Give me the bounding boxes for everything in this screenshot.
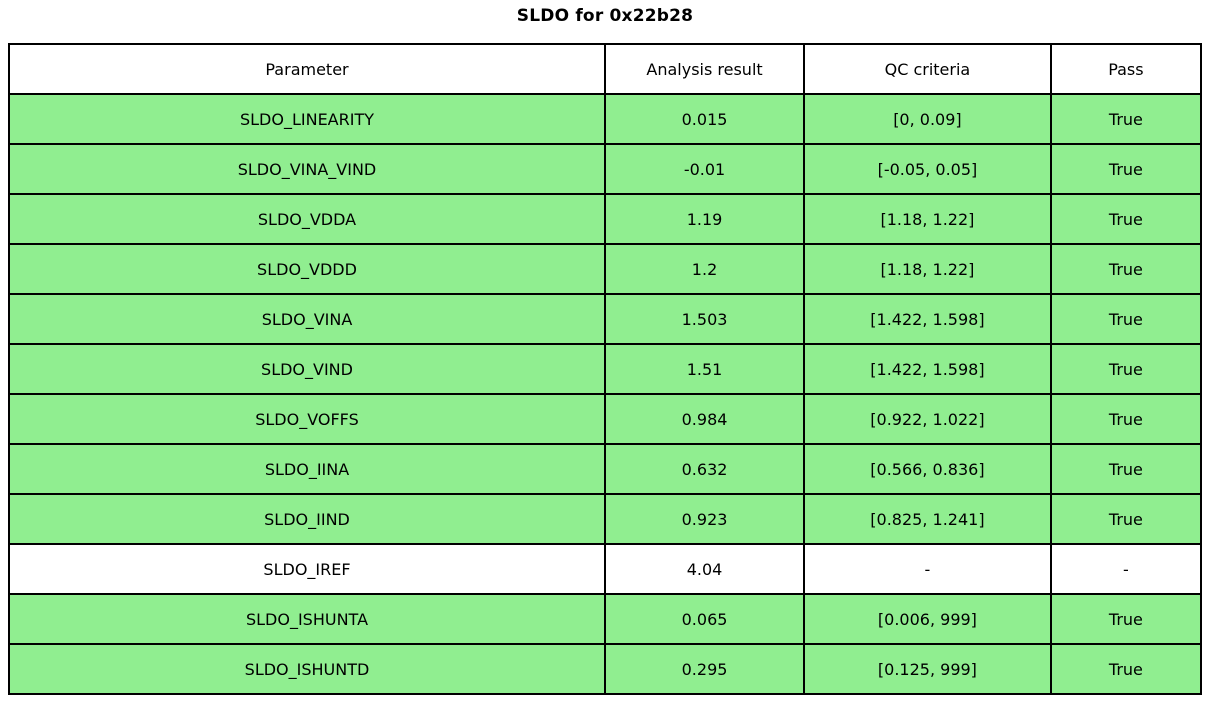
cell-criteria: [0.922, 1.022] (803, 393, 1052, 445)
cell-parameter: SLDO_ISHUNTA (8, 593, 606, 645)
cell-criteria: [0.825, 1.241] (803, 493, 1052, 545)
cell-result: 1.503 (603, 293, 806, 345)
cell-parameter: SLDO_IINA (8, 443, 606, 495)
column-header-analysis-result: Analysis result (603, 43, 806, 95)
table-row: SLDO_LINEARITY 0.015 [0, 0.09] True (8, 93, 1203, 145)
cell-parameter: SLDO_IREF (8, 543, 606, 595)
cell-criteria: [-0.05, 0.05] (803, 143, 1052, 195)
table-row: SLDO_VOFFS 0.984 [0.922, 1.022] True (8, 393, 1203, 445)
table-row: SLDO_ISHUNTA 0.065 [0.006, 999] True (8, 593, 1203, 645)
cell-pass: True (1049, 93, 1203, 145)
cell-parameter: SLDO_VIND (8, 343, 606, 395)
cell-parameter: SLDO_VDDD (8, 243, 606, 295)
column-header-pass: Pass (1049, 43, 1203, 95)
cell-result: 4.04 (603, 543, 806, 595)
cell-pass: True (1049, 243, 1203, 295)
cell-pass: - (1049, 543, 1203, 595)
table-row: SLDO_VDDD 1.2 [1.18, 1.22] True (8, 243, 1203, 295)
cell-parameter: SLDO_VOFFS (8, 393, 606, 445)
cell-criteria: [0.006, 999] (803, 593, 1052, 645)
cell-criteria: [1.422, 1.598] (803, 293, 1052, 345)
cell-result: 0.295 (603, 643, 806, 695)
cell-parameter: SLDO_IIND (8, 493, 606, 545)
cell-result: 0.015 (603, 93, 806, 145)
cell-criteria: [0.125, 999] (803, 643, 1052, 695)
cell-pass: True (1049, 343, 1203, 395)
cell-result: 0.065 (603, 593, 806, 645)
cell-parameter: SLDO_ISHUNTD (8, 643, 606, 695)
cell-result: 1.19 (603, 193, 806, 245)
cell-pass: True (1049, 493, 1203, 545)
table-header: Parameter Analysis result QC criteria Pa… (8, 43, 1203, 95)
cell-criteria: [0.566, 0.836] (803, 443, 1052, 495)
table-row: SLDO_VINA_VIND -0.01 [-0.05, 0.05] True (8, 143, 1203, 195)
cell-pass: True (1049, 393, 1203, 445)
table-body: SLDO_LINEARITY 0.015 [0, 0.09] True SLDO_VIN… (8, 93, 1203, 695)
cell-result: 0.632 (603, 443, 806, 495)
cell-parameter: SLDO_VINA_VIND (8, 143, 606, 195)
cell-pass: True (1049, 443, 1203, 495)
cell-parameter: SLDO_VDDA (8, 193, 606, 245)
cell-pass: True (1049, 593, 1203, 645)
cell-result: 1.2 (603, 243, 806, 295)
cell-pass: True (1049, 643, 1203, 695)
qc-results-table: Parameter Analysis result QC criteria Pa… (8, 43, 1203, 695)
cell-criteria: [1.18, 1.22] (803, 193, 1052, 245)
cell-pass: True (1049, 193, 1203, 245)
header-row: Parameter Analysis result QC criteria Pa… (8, 43, 1203, 95)
cell-criteria: [0, 0.09] (803, 93, 1052, 145)
cell-criteria: [1.18, 1.22] (803, 243, 1052, 295)
cell-criteria: - (803, 543, 1052, 595)
cell-result: 0.923 (603, 493, 806, 545)
cell-result: -0.01 (603, 143, 806, 195)
table-row: SLDO_VINA 1.503 [1.422, 1.598] True (8, 293, 1203, 345)
page-title: SLDO for 0x22b28 (516, 6, 694, 26)
column-header-qc-criteria: QC criteria (803, 43, 1052, 95)
cell-pass: True (1049, 143, 1203, 195)
cell-criteria: [1.422, 1.598] (803, 343, 1052, 395)
table-row: SLDO_ISHUNTD 0.295 [0.125, 999] True (8, 643, 1203, 695)
table-row: SLDO_VDDA 1.19 [1.18, 1.22] True (8, 193, 1203, 245)
cell-result: 0.984 (603, 393, 806, 445)
cell-parameter: SLDO_VINA (8, 293, 606, 345)
cell-result: 1.51 (603, 343, 806, 395)
table-row: SLDO_IINA 0.632 [0.566, 0.836] True (8, 443, 1203, 495)
table-row: SLDO_VIND 1.51 [1.422, 1.598] True (8, 343, 1203, 395)
table-row: SLDO_IREF 4.04- - (8, 543, 1203, 595)
column-header-parameter: Parameter (8, 43, 606, 95)
cell-pass: True (1049, 293, 1203, 345)
table-row: SLDO_IIND 0.923 [0.825, 1.241] True (8, 493, 1203, 545)
cell-parameter: SLDO_LINEARITY (8, 93, 606, 145)
